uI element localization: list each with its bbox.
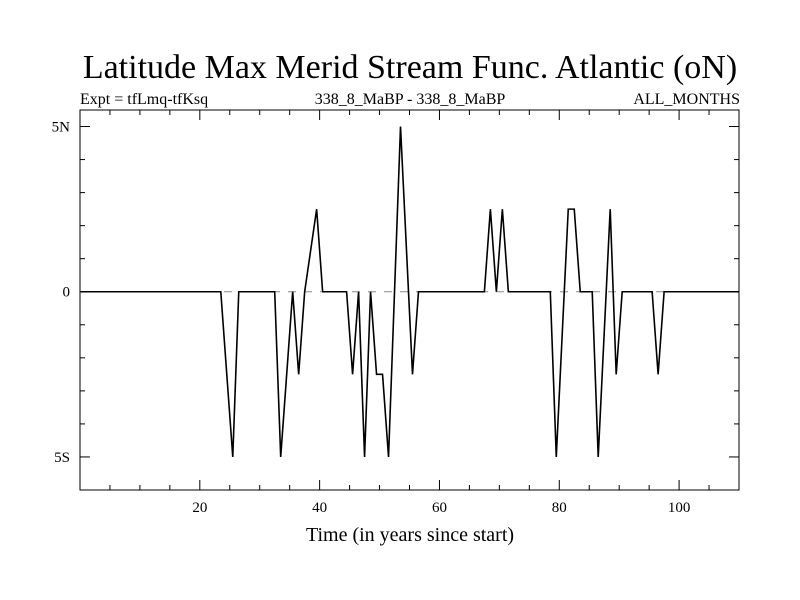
series-line-0 [80, 126, 739, 458]
x-tick-label: 60 [432, 500, 447, 516]
chart-title: Latitude Max Merid Stream Func. Atlantic… [83, 49, 737, 86]
y-tick-label: 5S [54, 450, 70, 466]
months-label: ALL_MONTHS [633, 91, 740, 108]
comparison-label: 338_8_MaBP - 338_8_MaBP [315, 91, 506, 108]
y-tick-label: 0 [63, 285, 71, 301]
x-tick-label: 40 [312, 500, 327, 516]
y-tick-label: 5N [52, 120, 71, 136]
experiment-label: Expt = tfLmq-tfKsq [80, 91, 208, 108]
x-tick-label: 100 [668, 500, 691, 516]
x-axis-label: Time (in years since start) [306, 524, 514, 546]
x-tick-label: 20 [192, 500, 207, 516]
x-tick-label: 80 [552, 500, 567, 516]
